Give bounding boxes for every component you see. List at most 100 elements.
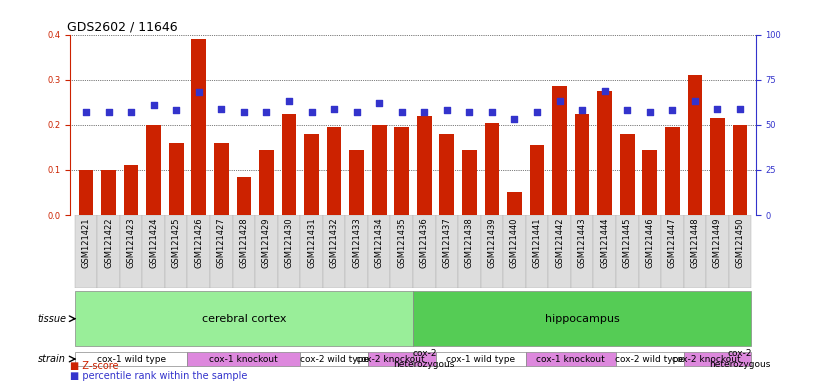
Text: GSM121445: GSM121445 (623, 217, 632, 268)
Text: cerebral cortex: cerebral cortex (202, 314, 286, 324)
Bar (526, 215, 548, 288)
Text: cox-2 knockout: cox-2 knockout (672, 354, 740, 364)
Point (666, 107, 679, 113)
Text: GSM121422: GSM121422 (104, 217, 113, 268)
Point (79, 109, 93, 115)
Bar (462, 150, 477, 215)
Bar (142, 215, 165, 288)
Bar (413, 215, 435, 288)
Bar (146, 125, 161, 215)
Text: GSM121440: GSM121440 (510, 217, 519, 268)
Bar (417, 116, 432, 215)
Bar (529, 145, 544, 215)
Text: cox-2 knockout: cox-2 knockout (356, 354, 425, 364)
Bar (503, 215, 526, 288)
Bar (165, 215, 188, 288)
Bar (259, 150, 273, 215)
Point (440, 107, 453, 113)
Text: strain: strain (38, 354, 66, 364)
Text: GSM121431: GSM121431 (307, 217, 316, 268)
Bar (236, 177, 251, 215)
Text: GSM121444: GSM121444 (601, 217, 610, 268)
Text: GSM121449: GSM121449 (713, 217, 722, 268)
Bar (458, 215, 481, 288)
Bar (575, 114, 590, 215)
Bar (169, 143, 183, 215)
Text: cox-2
heterozygous: cox-2 heterozygous (710, 349, 771, 369)
Bar (74, 215, 97, 288)
Text: GSM121441: GSM121441 (533, 217, 542, 268)
Text: cox-1 wild type: cox-1 wild type (446, 354, 515, 364)
Bar (616, 215, 638, 288)
Bar (638, 215, 661, 288)
Bar (394, 127, 409, 215)
Point (350, 109, 363, 115)
Point (733, 106, 747, 112)
Text: GSM121443: GSM121443 (577, 217, 586, 268)
Bar (210, 215, 233, 288)
Bar (481, 215, 503, 288)
Bar (188, 352, 300, 366)
Text: GDS2602 / 11646: GDS2602 / 11646 (67, 20, 178, 33)
Bar (78, 170, 93, 215)
Bar (368, 352, 413, 366)
Bar (616, 352, 684, 366)
Text: GSM121447: GSM121447 (668, 217, 676, 268)
Text: GSM121438: GSM121438 (465, 217, 474, 268)
Point (530, 109, 544, 115)
Bar (192, 39, 206, 215)
Bar (439, 134, 454, 215)
Text: GSM121424: GSM121424 (150, 217, 158, 268)
Text: cox-1 knockout: cox-1 knockout (210, 354, 278, 364)
Bar (571, 215, 593, 288)
Bar (526, 352, 616, 366)
Text: hippocampus: hippocampus (545, 314, 620, 324)
Text: tissue: tissue (37, 314, 66, 324)
Bar (435, 215, 458, 288)
Point (147, 102, 160, 108)
Text: GSM121437: GSM121437 (443, 217, 451, 268)
Text: GSM121429: GSM121429 (262, 217, 271, 268)
Bar (349, 150, 364, 215)
Bar (413, 291, 752, 346)
Bar (74, 291, 413, 346)
Text: GSM121428: GSM121428 (240, 217, 249, 268)
Bar (643, 150, 657, 215)
Point (102, 109, 115, 115)
Text: GSM121433: GSM121433 (352, 217, 361, 268)
Point (125, 109, 138, 115)
Bar (368, 215, 391, 288)
Point (598, 88, 611, 94)
Bar (597, 91, 612, 215)
Point (620, 107, 634, 113)
Bar (323, 215, 345, 288)
Point (169, 107, 183, 113)
Bar (553, 86, 567, 215)
Bar (710, 118, 724, 215)
Bar (485, 122, 499, 215)
Bar (665, 127, 680, 215)
Bar (124, 166, 139, 215)
Bar (300, 215, 323, 288)
Bar (684, 352, 729, 366)
Point (192, 89, 206, 95)
Text: ■ percentile rank within the sample: ■ percentile rank within the sample (70, 371, 248, 381)
Text: ■ Z-score: ■ Z-score (70, 361, 119, 371)
Text: GSM121432: GSM121432 (330, 217, 339, 268)
Point (260, 109, 273, 115)
Bar (593, 215, 616, 288)
Bar (391, 215, 413, 288)
Text: GSM121439: GSM121439 (487, 217, 496, 268)
Bar (188, 215, 210, 288)
Point (305, 109, 318, 115)
Text: cox-2
heterozygous: cox-2 heterozygous (393, 349, 455, 369)
Bar (507, 192, 522, 215)
Text: cox-1 knockout: cox-1 knockout (537, 354, 605, 364)
Bar (74, 352, 188, 366)
Bar (372, 125, 387, 215)
Bar (327, 127, 341, 215)
Text: GSM121450: GSM121450 (735, 217, 744, 268)
Point (576, 107, 589, 113)
Point (237, 109, 250, 115)
Text: cox-2 wild type: cox-2 wild type (300, 354, 368, 364)
